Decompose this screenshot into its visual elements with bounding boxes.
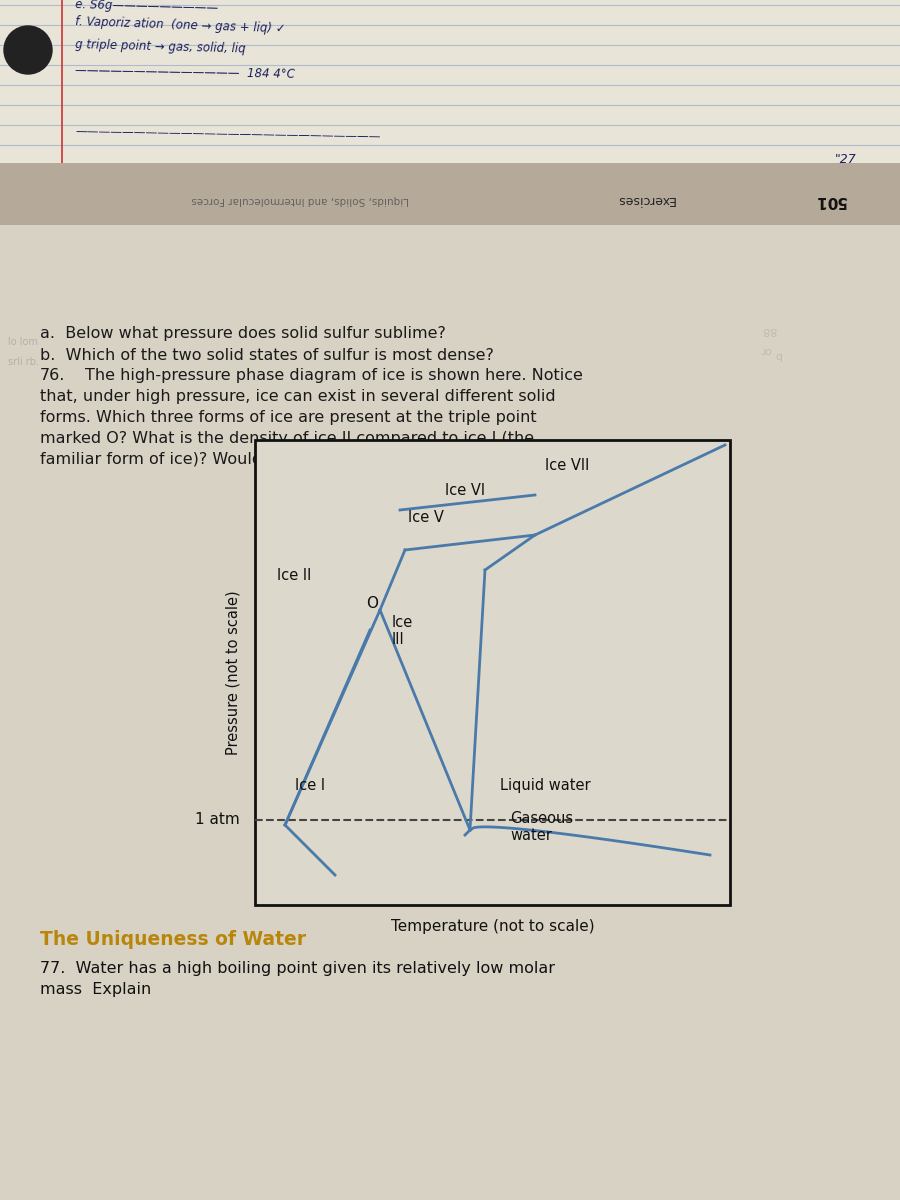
Text: ——————————————  184 4°C: —————————————— 184 4°C — [75, 64, 295, 80]
Text: "27: "27 — [835, 152, 857, 166]
Text: g triple point → gas, solid, liq: g triple point → gas, solid, liq — [75, 37, 246, 55]
Text: 76.: 76. — [40, 368, 66, 383]
Text: f. Vaporiz ation  (one → gas + liq) ✓: f. Vaporiz ation (one → gas + liq) ✓ — [75, 14, 286, 35]
Text: Liquids, Solids, and Intermolecular Forces: Liquids, Solids, and Intermolecular Forc… — [191, 194, 409, 205]
Text: familiar form of ice)? Would ice III sink or float in liquid water?: familiar form of ice)? Would ice III sin… — [40, 452, 538, 467]
Circle shape — [4, 26, 52, 74]
Text: Temperature (not to scale): Temperature (not to scale) — [391, 919, 594, 935]
Text: O: O — [366, 596, 378, 611]
Text: Ice VII: Ice VII — [545, 458, 590, 473]
Text: a.  Below what pressure does solid sulfur sublime?: a. Below what pressure does solid sulfur… — [40, 326, 446, 341]
FancyBboxPatch shape — [255, 440, 730, 905]
Text: Ice V: Ice V — [408, 510, 444, 526]
Text: Exercises: Exercises — [616, 193, 674, 206]
Text: marked O? What is the density of ice II compared to ice I (the: marked O? What is the density of ice II … — [40, 431, 534, 446]
Text: or: or — [760, 346, 771, 355]
Text: Gaseous
water: Gaseous water — [510, 811, 573, 842]
Text: The high-pressure phase diagram of ice is shown here. Notice: The high-pressure phase diagram of ice i… — [85, 368, 583, 383]
Text: Liquid water: Liquid water — [500, 778, 590, 793]
Text: lo lom: lo lom — [8, 337, 38, 347]
Text: b.  Which of the two solid states of sulfur is most dense?: b. Which of the two solid states of sulf… — [40, 348, 494, 362]
Text: .88: .88 — [760, 325, 778, 335]
Text: srli rb.: srli rb. — [8, 358, 39, 367]
Text: Pressure (not to scale): Pressure (not to scale) — [226, 590, 240, 755]
FancyBboxPatch shape — [0, 0, 900, 164]
Text: Ice II: Ice II — [277, 568, 311, 583]
Text: Ice I: Ice I — [295, 778, 325, 793]
Text: 1 atm: 1 atm — [195, 812, 239, 828]
FancyBboxPatch shape — [0, 226, 900, 1200]
Text: forms. Which three forms of ice are present at the triple point: forms. Which three forms of ice are pres… — [40, 410, 536, 425]
Text: mass  Explain: mass Explain — [40, 982, 151, 997]
Text: Ice
III: Ice III — [392, 614, 413, 647]
Text: Ice VI: Ice VI — [445, 482, 485, 498]
Text: 77.  Water has a high boiling point given its relatively low molar: 77. Water has a high boiling point given… — [40, 961, 555, 976]
Text: that, under high pressure, ice can exist in several different solid: that, under high pressure, ice can exist… — [40, 389, 555, 404]
Text: b.: b. — [770, 350, 780, 360]
Text: The Uniqueness of Water: The Uniqueness of Water — [40, 930, 306, 949]
Text: e. S6g—————————: e. S6g————————— — [75, 0, 219, 14]
FancyBboxPatch shape — [0, 163, 900, 226]
Text: ——————————————————————————: —————————————————————————— — [75, 125, 381, 143]
Text: 501: 501 — [814, 192, 846, 208]
